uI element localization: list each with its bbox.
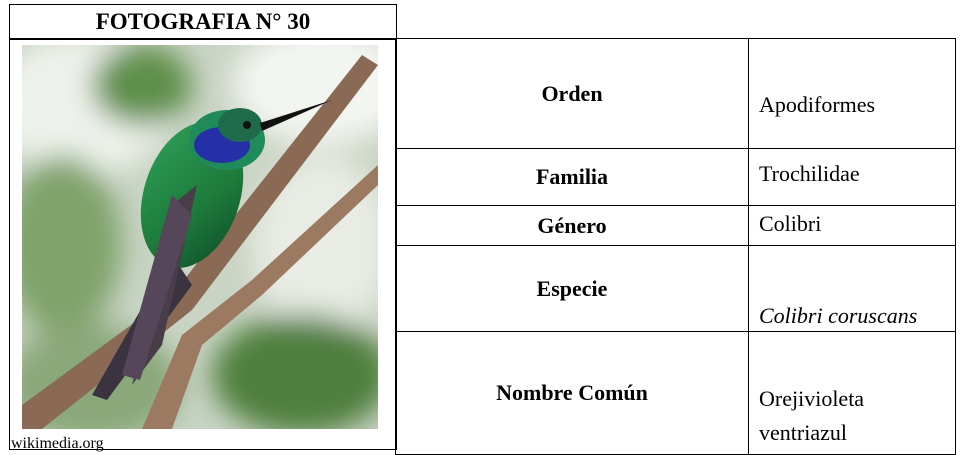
table-row: Familia Trochilidae <box>395 148 956 206</box>
taxon-value: Apodiformes <box>748 38 956 149</box>
taxon-rank: Nombre Común <box>395 331 749 455</box>
hummingbird-photo <box>22 45 378 429</box>
photo-source: wikimedia.org <box>11 435 104 452</box>
taxon-value: Trochilidae <box>748 148 956 206</box>
taxon-rank: Orden <box>395 38 749 149</box>
photo-cell: wikimedia.org <box>9 38 397 452</box>
taxonomy-table: Orden Apodiformes Familia Trochilidae Género… <box>395 38 956 455</box>
taxon-value: Colibri <box>748 204 956 247</box>
table-row: Especie Colibri coruscans <box>395 245 956 333</box>
taxon-value: Orejivioleta ventriazul <box>748 331 956 455</box>
taxon-rank: Familia <box>395 148 749 206</box>
table-row: Orden Apodiformes <box>395 38 956 149</box>
photo-title: FOTOGRAFIA N° 30 <box>9 4 397 40</box>
taxon-rank: Especie <box>395 245 749 333</box>
taxon-value: Colibri coruscans <box>748 245 956 333</box>
table-row: Nombre Común Orejivioleta ventriazul <box>395 331 956 455</box>
taxon-rank: Género <box>395 204 749 247</box>
table-row: Género Colibri <box>395 204 956 247</box>
